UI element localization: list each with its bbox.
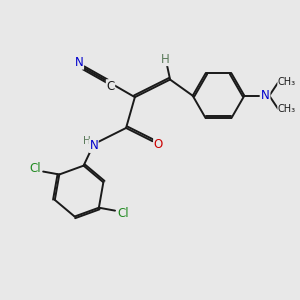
Text: H: H [83, 136, 91, 146]
Text: O: O [154, 138, 163, 151]
Text: Cl: Cl [29, 162, 41, 175]
Text: N: N [261, 89, 270, 102]
Text: N: N [75, 56, 83, 69]
Text: N: N [89, 140, 98, 152]
Text: H: H [161, 52, 170, 65]
Text: C: C [106, 80, 115, 93]
Text: Cl: Cl [117, 207, 129, 220]
Text: CH₃: CH₃ [278, 104, 296, 114]
Text: CH₃: CH₃ [278, 77, 296, 88]
